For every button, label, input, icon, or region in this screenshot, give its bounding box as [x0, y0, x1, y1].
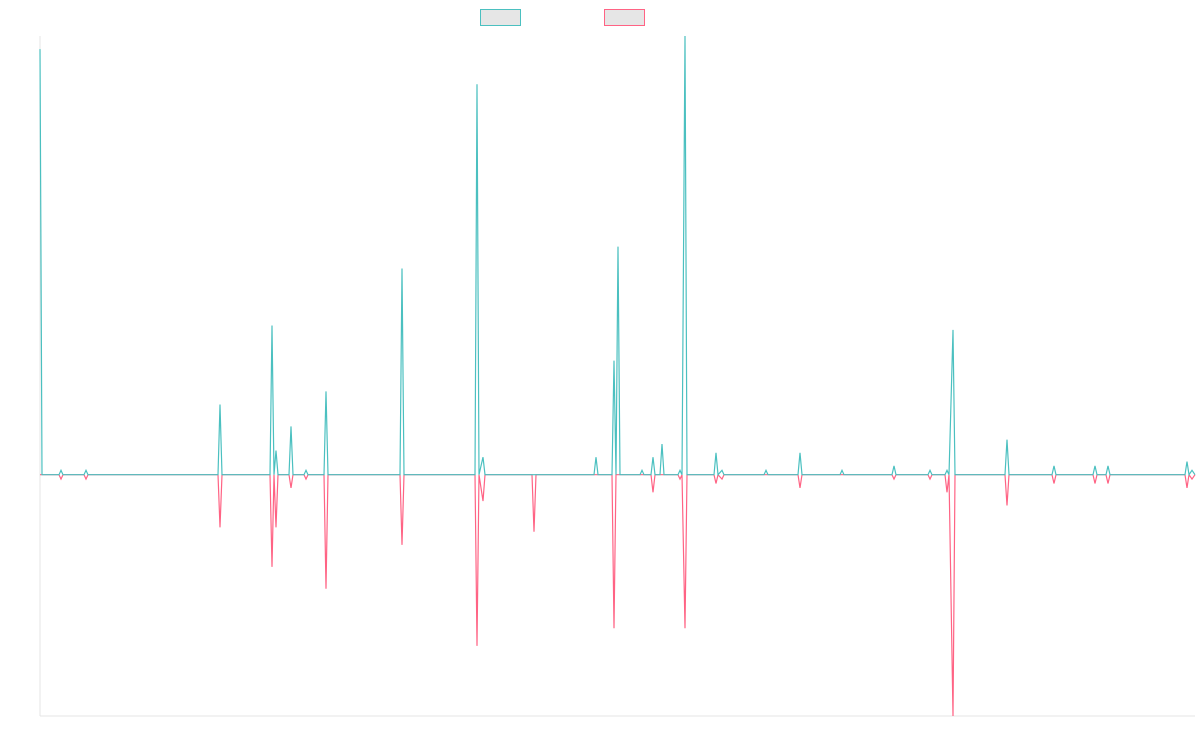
series-line	[39, 35, 1196, 477]
legend-swatch	[604, 9, 645, 26]
series-line	[40, 473, 1196, 717]
legend-swatch	[480, 9, 521, 26]
